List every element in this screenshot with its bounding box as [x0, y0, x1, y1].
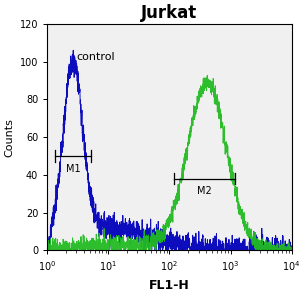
Y-axis label: Counts: Counts [4, 118, 14, 157]
X-axis label: FL1-H: FL1-H [149, 279, 190, 292]
Text: M2: M2 [197, 186, 212, 196]
Text: M1: M1 [66, 163, 80, 173]
Title: Jurkat: Jurkat [141, 4, 198, 22]
Text: control: control [77, 52, 115, 62]
